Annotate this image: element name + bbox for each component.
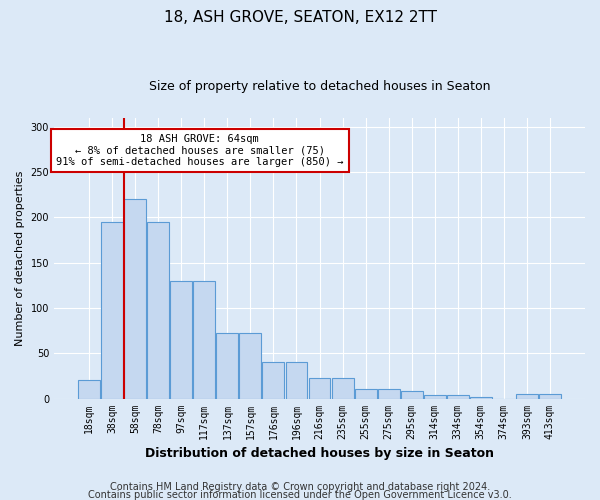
Y-axis label: Number of detached properties: Number of detached properties	[15, 170, 25, 346]
Bar	[286, 362, 307, 398]
Bar	[377, 390, 400, 398]
Bar	[262, 362, 284, 398]
Bar	[470, 396, 492, 398]
X-axis label: Distribution of detached houses by size in Seaton: Distribution of detached houses by size …	[145, 447, 494, 460]
Bar	[355, 390, 377, 398]
Bar	[147, 222, 169, 398]
Title: Size of property relative to detached houses in Seaton: Size of property relative to detached ho…	[149, 80, 490, 93]
Text: 18 ASH GROVE: 64sqm
← 8% of detached houses are smaller (75)
91% of semi-detache: 18 ASH GROVE: 64sqm ← 8% of detached hou…	[56, 134, 343, 168]
Bar	[101, 222, 123, 398]
Bar	[401, 392, 422, 398]
Text: 18, ASH GROVE, SEATON, EX12 2TT: 18, ASH GROVE, SEATON, EX12 2TT	[163, 10, 437, 25]
Bar	[539, 394, 561, 398]
Bar	[447, 395, 469, 398]
Text: Contains HM Land Registry data © Crown copyright and database right 2024.: Contains HM Land Registry data © Crown c…	[110, 482, 490, 492]
Bar	[170, 281, 192, 398]
Text: Contains public sector information licensed under the Open Government Licence v3: Contains public sector information licen…	[88, 490, 512, 500]
Bar	[516, 394, 538, 398]
Bar	[78, 380, 100, 398]
Bar	[124, 200, 146, 398]
Bar	[193, 281, 215, 398]
Bar	[308, 378, 331, 398]
Bar	[332, 378, 353, 398]
Bar	[217, 334, 238, 398]
Bar	[239, 334, 262, 398]
Bar	[424, 395, 446, 398]
